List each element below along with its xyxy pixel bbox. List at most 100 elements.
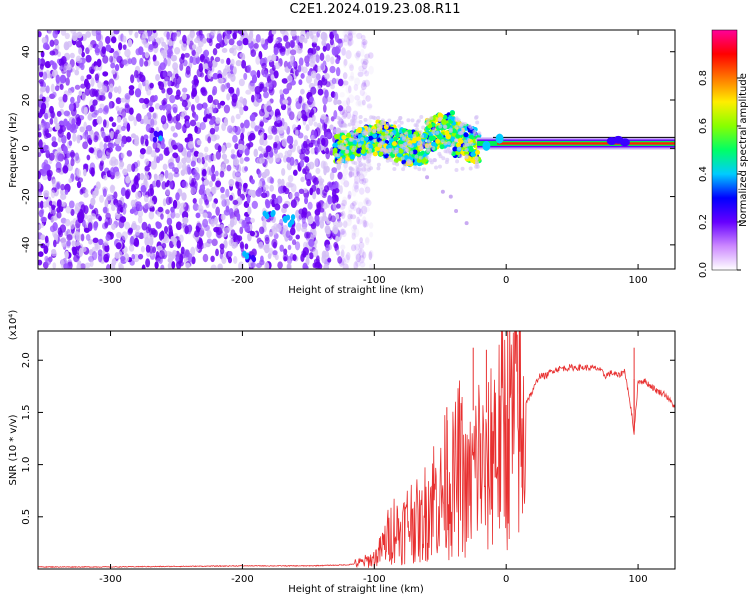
noise-cell [363,197,369,206]
colorbar-tick-label: 0.4 [698,166,709,182]
transition-halo-cell [376,166,381,171]
noise-cell [134,224,141,231]
noise-cell [153,60,160,67]
noise-cell [362,80,367,87]
noise-cell [128,30,133,36]
noise-cell [244,148,250,156]
noise-cell [39,200,44,209]
x-tick-label: 100 [629,275,648,286]
noise-cell [86,74,92,80]
noise-cell [362,216,367,225]
transition-halo-cell [394,147,399,152]
noise-cell [271,227,278,236]
noise-cell [269,184,274,192]
transition-cell [450,110,456,116]
noise-cell [145,123,152,133]
x-tick-label: -200 [231,275,254,286]
noise-cell [131,163,136,172]
transition-halo-cell [338,123,343,128]
noise-cell [98,40,104,50]
noise-cell [354,243,360,251]
transition-cell [363,136,369,142]
transition-cell [475,149,481,155]
noise-cell [139,148,146,155]
noise-cell [120,187,127,197]
noise-cell [285,181,293,188]
noise-cell [190,246,196,257]
noise-cell [333,98,338,106]
noise-cell [161,180,167,190]
noise-cell [39,63,44,70]
transition-cell [360,148,366,154]
transition-halo-cell [457,146,462,151]
noise-cell [261,62,267,70]
transition-cell [398,148,404,154]
noise-cell [353,178,359,185]
noise-cell [148,30,153,35]
noise-cell [250,178,255,185]
transition-halo-cell [376,127,381,132]
transition-halo-cell [357,143,362,148]
noise-cell [215,226,223,236]
noise-cell [230,229,236,237]
noise-cell [81,92,86,102]
noise-cell [201,169,207,177]
noise-cell [96,149,103,159]
noise-cell [145,149,152,155]
noise-cell [329,38,334,46]
transition-halo-cell [458,124,463,129]
colorbar-tick-label: 0.6 [698,118,709,134]
noise-cell [138,253,144,260]
noise-cell [163,123,168,131]
colorbar-tick-label: 0.8 [698,70,709,86]
noise-cell [345,105,352,114]
noise-cell [38,240,42,247]
tone-track-cell [244,253,250,260]
transition-cell [451,132,457,138]
noise-cell [349,202,355,210]
noise-cell [244,166,248,172]
noise-cell [98,238,104,246]
noise-cell [337,78,344,87]
noise-cell [226,93,231,101]
noise-cell [331,77,337,85]
noise-cell [359,89,365,97]
noise-cell [262,43,268,50]
noise-cell [79,188,84,195]
noise-cell [295,115,300,123]
noise-cell [346,111,352,120]
noise-cell [207,136,212,144]
noise-cell [38,70,44,78]
noise-cell [133,176,139,185]
noise-cell [359,254,365,263]
noise-cell [360,58,365,65]
transition-halo-cell [338,117,343,122]
transition-halo-cell [351,126,356,131]
transition-halo-cell [351,148,356,153]
noise-cell [352,224,358,230]
transition-halo-cell [365,144,370,149]
noise-cell [38,151,42,158]
transition-halo-cell [392,161,397,166]
noise-cell [149,234,154,240]
transition-halo-cell [395,162,400,167]
transition-halo-cell [397,124,402,129]
noise-cell [208,180,213,188]
noise-cell [53,116,58,125]
noise-cell [76,58,83,64]
noise-cell [342,100,349,107]
noise-cell [78,90,83,96]
noise-cell [239,96,244,103]
noise-cell [75,40,83,48]
noise-cell [98,215,102,222]
spectrogram-area [38,30,675,269]
noise-cell [136,113,142,122]
noise-cell [38,190,43,197]
noise-cell [184,52,190,58]
noise-cell [85,124,93,132]
noise-cell [240,132,245,141]
noise-cell [236,212,241,221]
carrier-blip [482,140,491,151]
noise-cell [60,193,67,200]
